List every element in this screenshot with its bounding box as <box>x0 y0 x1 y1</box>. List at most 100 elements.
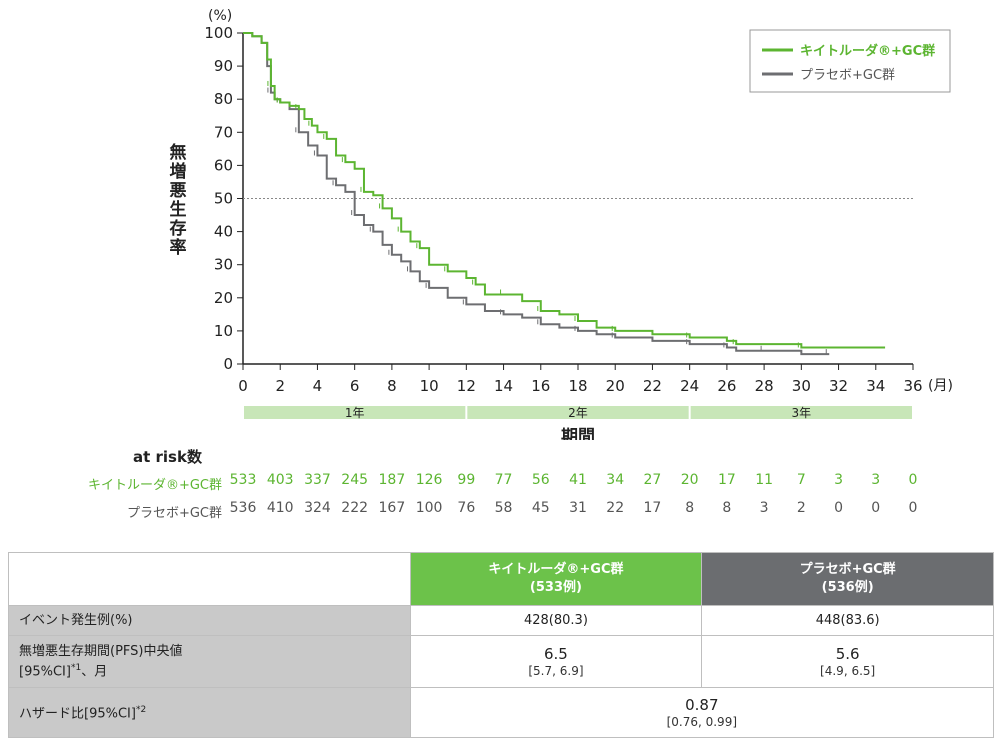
x-tick-label: 0 <box>238 377 248 395</box>
risk-value: 34 <box>606 472 625 488</box>
y-tick-label: 0 <box>223 355 233 373</box>
y-axis-label-char: 増 <box>170 161 187 182</box>
y-tick-label: 100 <box>204 24 233 42</box>
pfs-label-sup: *1 <box>70 662 82 673</box>
y-axis-label-char: 悪 <box>170 181 187 201</box>
x-tick-label: 18 <box>568 377 587 395</box>
x-tick-label: 10 <box>420 377 439 395</box>
risk-value: 3 <box>871 472 881 488</box>
y-tick-label: 90 <box>214 57 233 75</box>
risk-value: 410 <box>266 500 294 516</box>
y-tick-label: 50 <box>214 190 233 208</box>
pfs-label-line2: [95%CI] <box>19 664 71 680</box>
risk-value: 7 <box>796 472 806 488</box>
x-tick-label: 34 <box>866 377 885 395</box>
year-band-label: 1年 <box>345 406 365 420</box>
hr-label-sup: *2 <box>135 705 147 716</box>
row-pfs: 無増悪生存期間(PFS)中央値 [95%CI]*1、月 6.5 [5.7, 6.… <box>8 635 994 688</box>
risk-value: 76 <box>457 500 476 516</box>
x-tick-label: 6 <box>350 377 360 395</box>
x-tick-label: 30 <box>792 377 811 395</box>
x-tick-label: 22 <box>643 377 662 395</box>
risk-value: 222 <box>341 500 369 516</box>
risk-value: 126 <box>415 472 443 488</box>
risk-value: 245 <box>341 472 369 488</box>
header-gray-name: プラセボ+GC群 <box>799 562 896 577</box>
year-band-label: 2年 <box>568 406 588 420</box>
y-tick-label: 40 <box>214 223 233 241</box>
series-line-placebo <box>243 32 830 356</box>
year-band-label: 3年 <box>792 406 812 420</box>
x-tick-label: 26 <box>717 377 736 395</box>
risk-value: 3 <box>759 500 769 516</box>
x-tick-label: 12 <box>457 377 476 395</box>
risk-title: at risk数 <box>133 448 202 466</box>
risk-value: 20 <box>680 472 699 488</box>
pfs-green-ci: [5.7, 6.9] <box>528 663 584 678</box>
risk-value: 0 <box>834 500 844 516</box>
year-bands: 1年 2年 3年 <box>244 406 912 420</box>
pfs-gray-median: 5.6 <box>835 644 860 663</box>
risk-value: 0 <box>871 500 881 516</box>
series-lines <box>243 32 886 356</box>
x-tick-label: 4 <box>313 377 323 395</box>
row-hr-label: ハザード比[95%CI]*2 <box>8 687 411 738</box>
header-gray: プラセボ+GC群 (536例) <box>701 552 994 606</box>
risk-value: 11 <box>755 472 774 488</box>
risk-value: 3 <box>834 472 844 488</box>
row-events-gray: 448(83.6) <box>701 605 994 636</box>
pfs-green-median: 6.5 <box>544 644 568 663</box>
y-tick-label: 70 <box>214 123 233 141</box>
risk-value: 58 <box>494 500 513 516</box>
row-pfs-green: 6.5 [5.7, 6.9] <box>409 635 703 688</box>
row-events-label: イベント発生例(%) <box>8 605 411 636</box>
row-pfs-gray: 5.6 [4.9, 6.5] <box>701 635 994 688</box>
x-tick-label: 14 <box>494 377 513 395</box>
y-tick-label: 30 <box>214 256 233 274</box>
row-hr: ハザード比[95%CI]*2 0.87 [0.76, 0.99] <box>8 687 995 738</box>
y-tick-label: 20 <box>214 289 233 307</box>
x-tick-label: 20 <box>606 377 625 395</box>
summary-table: キイトルーダ®+GC群 (533例) プラセボ+GC群 (536例) イベント発… <box>8 552 995 738</box>
y-axis-label-char: 無 <box>170 142 187 163</box>
year-band <box>690 406 912 419</box>
legend-label-gray: プラセボ+GC群 <box>800 68 895 83</box>
header-green-name: キイトルーダ®+GC群 <box>488 562 624 577</box>
x-tick-label: 24 <box>680 377 699 395</box>
risk-value: 536 <box>229 500 257 516</box>
year-band <box>467 406 689 419</box>
legend-box <box>749 29 951 93</box>
risk-value: 17 <box>717 472 736 488</box>
x-unit: (月) <box>928 378 953 394</box>
x-axis-label: 期間 <box>561 427 595 440</box>
risk-value: 324 <box>304 500 331 516</box>
y-tick-label: 10 <box>214 322 233 340</box>
pfs-label-line1: 無増悪生存期間(PFS)中央値 <box>19 643 183 659</box>
header-green-n: (533例) <box>529 580 582 595</box>
risk-value: 27 <box>643 472 662 488</box>
risk-value: 100 <box>415 500 443 516</box>
y-axis-label-char: 存 <box>170 218 187 239</box>
x-tick-label: 8 <box>387 377 397 395</box>
risk-value: 0 <box>908 500 918 516</box>
x-tick-label: 2 <box>275 377 285 395</box>
risk-value: 0 <box>908 472 918 488</box>
row-events-green: 428(80.3) <box>409 605 703 636</box>
risk-value: 77 <box>494 472 513 488</box>
risk-row-label-green: キイトルーダ®+GC群 <box>87 478 222 493</box>
risk-row-label-gray: プラセボ+GC群 <box>126 506 222 521</box>
row-pfs-label: 無増悪生存期間(PFS)中央値 [95%CI]*1、月 <box>8 635 411 688</box>
chart-legend: キイトルーダ®+GC群 プラセボ+GC群 <box>749 29 951 93</box>
risk-value: 533 <box>229 472 257 488</box>
risk-value: 41 <box>569 472 587 488</box>
risk-value: 17 <box>643 500 662 516</box>
risk-value: 2 <box>796 500 806 516</box>
header-green: キイトルーダ®+GC群 (533例) <box>409 552 703 606</box>
hr-value: 0.87 <box>685 695 719 714</box>
row-events: イベント発生例(%) 428(80.3) 448(83.6) <box>8 605 994 636</box>
risk-value: 187 <box>378 472 406 488</box>
risk-value: 167 <box>378 500 406 516</box>
y-axis-label-char: 生 <box>170 199 187 220</box>
